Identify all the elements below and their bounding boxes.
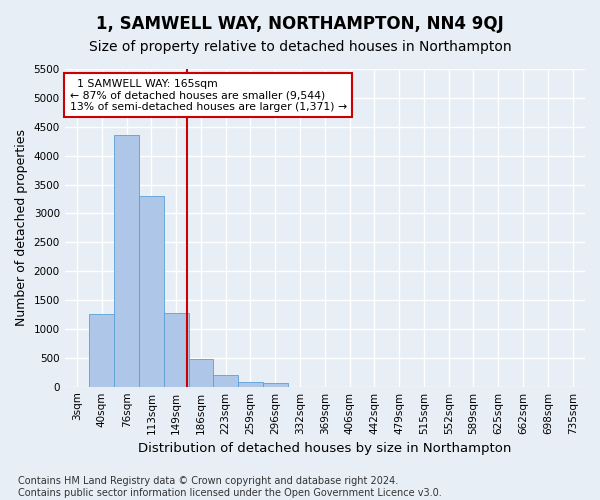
Y-axis label: Number of detached properties: Number of detached properties [15,130,28,326]
Bar [238,382,263,386]
Bar [214,374,238,386]
Bar [263,383,287,386]
Bar [164,314,188,386]
Bar [139,196,164,386]
X-axis label: Distribution of detached houses by size in Northampton: Distribution of detached houses by size … [138,442,512,455]
Bar [89,314,114,386]
Text: 1 SAMWELL WAY: 165sqm
← 87% of detached houses are smaller (9,544)
13% of semi-d: 1 SAMWELL WAY: 165sqm ← 87% of detached … [70,78,347,112]
Bar [188,359,214,386]
Text: 1, SAMWELL WAY, NORTHAMPTON, NN4 9QJ: 1, SAMWELL WAY, NORTHAMPTON, NN4 9QJ [96,15,504,33]
Text: Contains HM Land Registry data © Crown copyright and database right 2024.
Contai: Contains HM Land Registry data © Crown c… [18,476,442,498]
Text: Size of property relative to detached houses in Northampton: Size of property relative to detached ho… [89,40,511,54]
Bar [114,135,139,386]
